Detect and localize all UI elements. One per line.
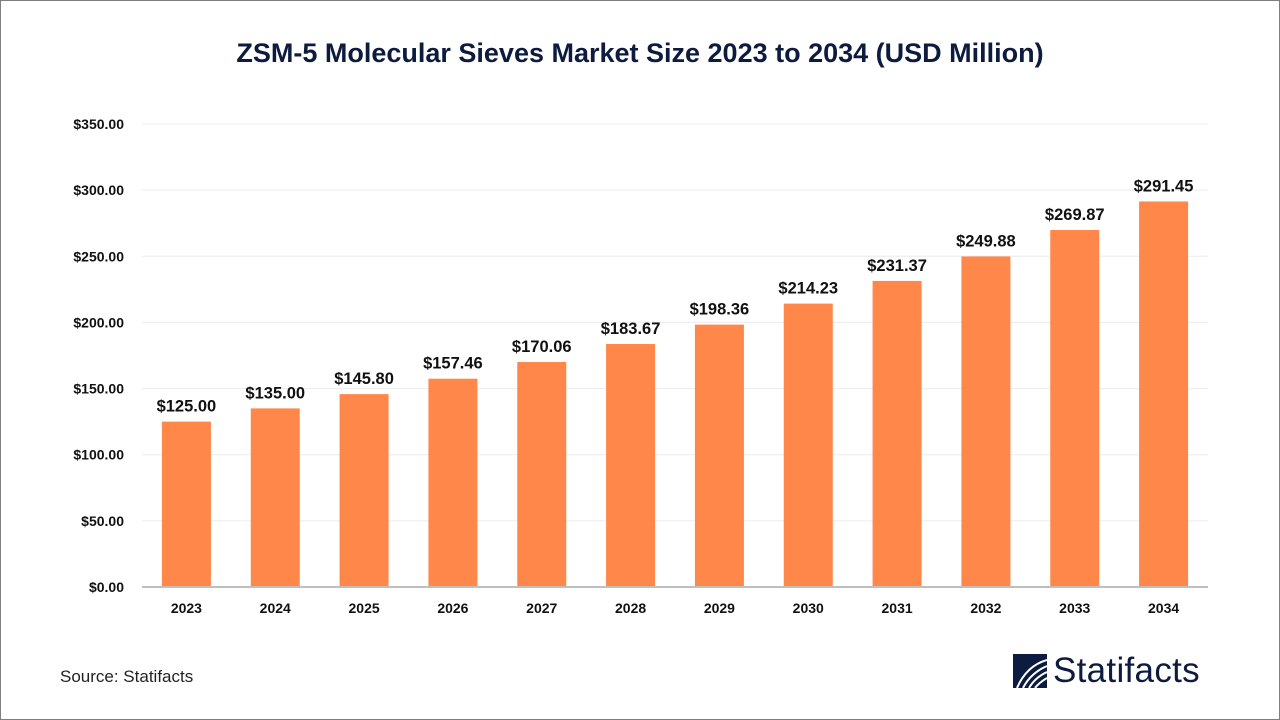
bar-2028 xyxy=(606,344,656,587)
x-tick-label: 2023 xyxy=(171,600,202,616)
x-tick-label: 2029 xyxy=(704,600,735,616)
x-tick-label: 2032 xyxy=(970,600,1001,616)
data-label: $291.45 xyxy=(1134,177,1194,195)
y-tick-label: $200.00 xyxy=(73,314,124,330)
x-tick-label: 2025 xyxy=(349,600,380,616)
y-tick-label: $0.00 xyxy=(89,579,124,595)
bar-2025 xyxy=(339,394,389,587)
data-label: $183.67 xyxy=(601,320,661,338)
data-label: $135.00 xyxy=(245,384,305,402)
brand-name: Statifacts xyxy=(1053,651,1200,690)
data-label: $170.06 xyxy=(512,338,572,356)
x-tick-label: 2031 xyxy=(882,600,913,616)
bar-2034 xyxy=(1139,201,1189,587)
data-label: $145.80 xyxy=(334,370,394,388)
bar-2033 xyxy=(1050,230,1100,587)
data-label: $157.46 xyxy=(423,355,483,373)
y-tick-label: $100.00 xyxy=(73,447,124,463)
x-tick-label: 2026 xyxy=(437,600,468,616)
bar-2030 xyxy=(783,303,833,587)
y-tick-label: $150.00 xyxy=(73,381,124,397)
x-tick-label: 2024 xyxy=(260,600,291,616)
bar-2029 xyxy=(694,324,744,587)
y-tick-label: $350.00 xyxy=(73,116,124,132)
data-label: $198.36 xyxy=(690,301,750,319)
data-label: $125.00 xyxy=(157,398,217,416)
chart-title: ZSM-5 Molecular Sieves Market Size 2023 … xyxy=(236,38,1044,68)
bar-2027 xyxy=(517,362,567,587)
data-label: $269.87 xyxy=(1045,206,1105,224)
bar-2026 xyxy=(428,378,478,587)
source-note: Source: Statifacts xyxy=(60,667,194,686)
data-label: $249.88 xyxy=(956,232,1016,250)
data-label: $231.37 xyxy=(867,257,927,275)
bar-2023 xyxy=(161,421,211,587)
bar-2024 xyxy=(250,408,300,587)
x-tick-label: 2034 xyxy=(1148,600,1179,616)
y-tick-label: $250.00 xyxy=(73,248,124,264)
x-tick-label: 2027 xyxy=(526,600,557,616)
x-tick-label: 2028 xyxy=(615,600,646,616)
bar-2031 xyxy=(872,280,922,587)
x-tick-label: 2030 xyxy=(793,600,824,616)
statifacts-logo-icon xyxy=(1013,654,1047,688)
y-tick-label: $50.00 xyxy=(81,513,124,529)
x-tick-label: 2033 xyxy=(1059,600,1090,616)
statifacts-logo: Statifacts xyxy=(1013,651,1200,691)
y-tick-label: $300.00 xyxy=(73,182,124,198)
bar-2032 xyxy=(961,256,1011,587)
data-label: $214.23 xyxy=(778,280,838,298)
